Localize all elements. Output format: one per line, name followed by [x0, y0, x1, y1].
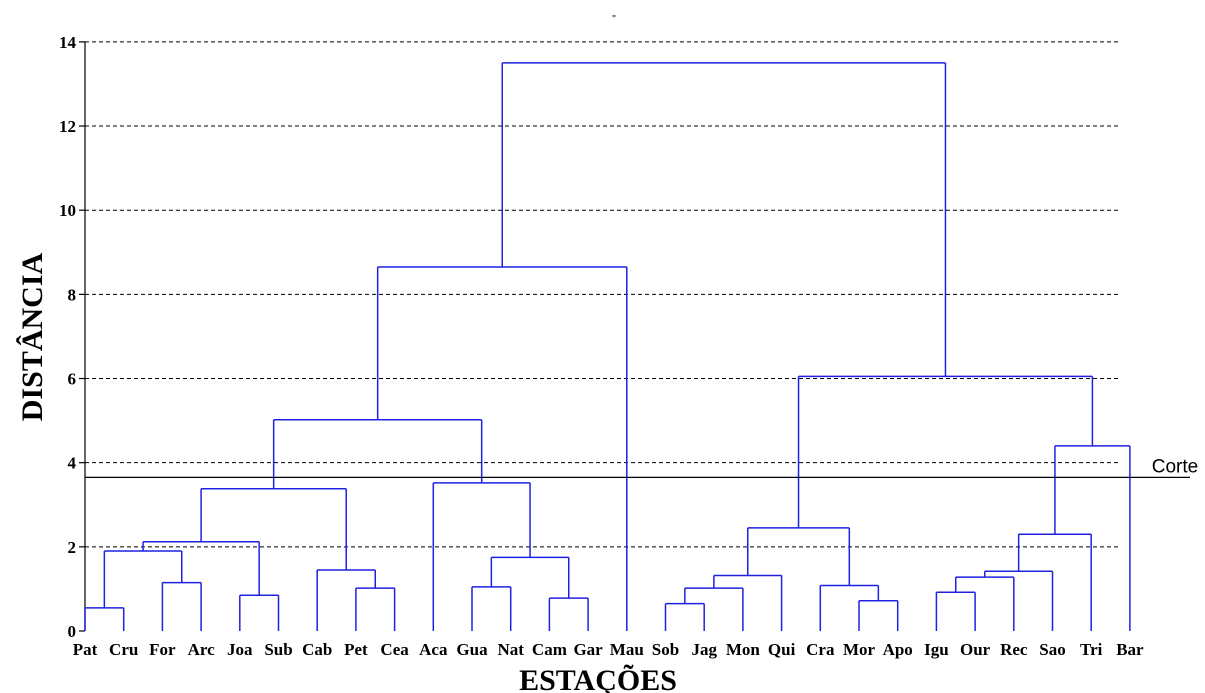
leaf-label-pet: Pet [344, 640, 368, 659]
leaf-label-joa: Joa [227, 640, 253, 659]
leaf-label-rec: Rec [1000, 640, 1028, 659]
y-tick-label-14: 14 [59, 33, 77, 52]
leaf-label-aca: Aca [419, 640, 448, 659]
leaf-label-sao: Sao [1039, 640, 1065, 659]
leaf-label-mor: Mor [843, 640, 876, 659]
cut-line-label: Corte [1152, 456, 1198, 477]
cut-line-group: Corte [85, 456, 1198, 479]
gridlines [85, 41, 1120, 548]
leaf-label-tri: Tri [1080, 640, 1103, 659]
leaf-label-cra: Cra [806, 640, 835, 659]
leaf-label-our: Our [960, 640, 991, 659]
leaf-label-cru: Cru [109, 640, 138, 659]
leaf-label-sub: Sub [264, 640, 292, 659]
y-tick-label-4: 4 [68, 454, 77, 473]
y-axis: 0 2 4 6 8 10 12 14 [59, 33, 86, 641]
leaf-label-apo: Apo [883, 640, 913, 659]
y-axis-title: DISTÂNCIA [16, 252, 49, 421]
leaf-label-sob: Sob [652, 640, 679, 659]
chart-title: " [612, 14, 616, 25]
y-tick-label-0: 0 [68, 622, 77, 641]
leaf-label-jag: Jag [691, 640, 717, 659]
leaf-label-bar: Bar [1116, 640, 1144, 659]
leaf-label-cab: Cab [302, 640, 332, 659]
dendrogram-links [84, 62, 1131, 631]
leaf-label-gar: Gar [573, 640, 603, 659]
leaf-label-qui: Qui [768, 640, 796, 659]
y-tick-label-10: 10 [59, 201, 76, 220]
leaf-label-arc: Arc [188, 640, 216, 659]
y-tick-label-6: 6 [68, 370, 77, 389]
leaf-label-cea: Cea [380, 640, 409, 659]
leaf-label-nat: Nat [497, 640, 524, 659]
leaf-label-gua: Gua [456, 640, 488, 659]
leaf-label-cam: Cam [532, 640, 567, 659]
leaf-label-igu: Igu [924, 640, 949, 659]
y-tick-label-12: 12 [59, 117, 76, 136]
y-tick-label-2: 2 [68, 538, 77, 557]
y-tick-label-8: 8 [68, 285, 77, 304]
leaf-label-for: For [149, 640, 176, 659]
x-axis-leaf-labels: Pat Cru For Arc Joa Sub Cab Pet Cea Aca Gua Nat Cam G… [73, 640, 1144, 659]
leaf-label-pat: Pat [73, 640, 98, 659]
x-axis-title: ESTAÇÕES [519, 664, 677, 693]
leaf-label-mon: Mon [726, 640, 761, 659]
leaf-label-mau: Mau [610, 640, 644, 659]
